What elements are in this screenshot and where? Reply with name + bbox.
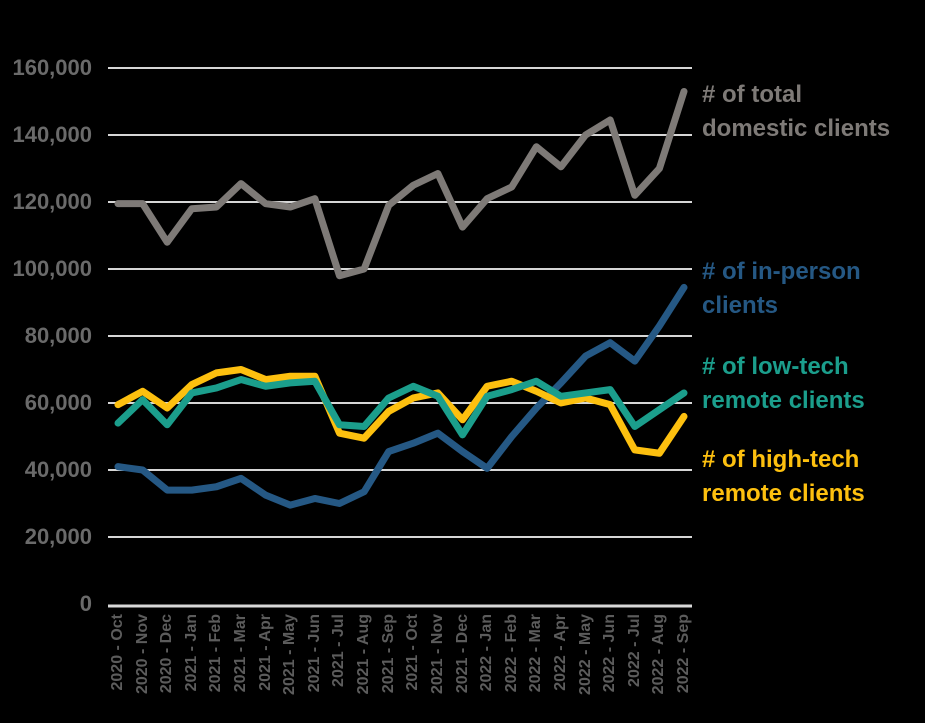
series-label-line: remote clients: [702, 387, 865, 414]
x-axis-tick-label: 2021 - Mar: [232, 614, 250, 719]
x-axis-tick-label-text: 2022 - Feb: [502, 614, 520, 693]
x-axis-tick-label: 2022 - Jan: [478, 614, 496, 719]
y-axis-tick-label: 160,000: [12, 55, 92, 80]
series-label-in-person: # of in-person clients: [702, 255, 922, 323]
x-axis-tick-label-text: 2022 - Jan: [478, 614, 496, 692]
y-axis-tick-label: 0: [79, 591, 92, 616]
series-label-line: clients: [702, 292, 779, 319]
x-axis-tick-label: 2021 - Jan: [183, 614, 201, 719]
x-axis-tick-label-text: 2021 - Aug: [355, 614, 373, 695]
x-axis-tick-label-text: 2022 - Sep: [675, 614, 692, 694]
x-axis-tick-label: 2021 - Feb: [207, 614, 225, 719]
x-axis-tick-label: 2021 - May: [281, 614, 299, 719]
x-axis-tick-label-text: 2020 - Nov: [133, 614, 151, 695]
x-axis-tick-label: 2021 - Jul: [330, 614, 348, 719]
x-axis-tick-label: 2022 - Aug: [650, 614, 668, 719]
x-axis-tick-label-text: 2021 - Dec: [453, 614, 471, 694]
x-axis-tick-label-text: 2022 - Apr: [551, 614, 569, 691]
y-axis-tick-label: 60,000: [24, 390, 92, 415]
series-label-high-tech-remote: # of high-tech remote clients: [702, 443, 922, 511]
x-axis-tick-label: 2021 - Oct: [404, 614, 422, 719]
y-axis-tick-label: 100,000: [12, 256, 92, 281]
x-axis-tick-label: 2022 - Sep: [675, 614, 693, 719]
line-high-tech-remote: [114, 366, 688, 457]
x-axis-tick-label-text: 2021 - Mar: [232, 614, 250, 693]
x-axis-tick-label-text: 2020 - Oct: [109, 614, 126, 691]
x-axis-tick-label-text: 2022 - Mar: [527, 614, 545, 693]
x-axis-tick-label: 2020 - Nov: [134, 614, 152, 719]
series-label-line: domestic clients: [702, 115, 891, 142]
y-axis-tick-label: 120,000: [12, 189, 92, 214]
x-axis-tick-label-text: 2021 - Oct: [404, 614, 422, 691]
x-axis-tick-label: 2022 - Jul: [626, 614, 644, 719]
line-low-tech-remote: [114, 376, 688, 439]
x-axis-tick-label: 2022 - Mar: [527, 614, 545, 719]
series-label-line: # of high-tech: [702, 446, 860, 473]
x-axis-tick-label: 2021 - Jun: [306, 614, 324, 719]
series-label-low-tech-remote: # of low-tech remote clients: [702, 350, 922, 418]
series-label-line: remote clients: [702, 480, 865, 507]
x-axis-tick-label: 2021 - Nov: [429, 614, 447, 719]
x-axis-tick-label-text: 2021 - Jun: [305, 614, 323, 693]
line-total-domestic: [114, 87, 688, 280]
x-axis-tick-label: 2021 - Dec: [454, 614, 472, 719]
x-axis-tick-label: 2021 - Aug: [355, 614, 373, 719]
x-axis-tick-label-text: 2021 - Feb: [207, 614, 225, 693]
x-axis-tick-label-text: 2021 - May: [281, 614, 299, 695]
x-axis-tick-label: 2022 - Jun: [601, 614, 619, 719]
x-axis-tick-label-text: 2022 - Jul: [625, 614, 643, 687]
line-in-person: [114, 283, 688, 509]
x-axis-tick-label: 2021 - Sep: [380, 614, 398, 719]
y-axis-tick-label: 140,000: [12, 122, 92, 147]
x-axis-tick-label-text: 2022 - Jun: [601, 614, 619, 693]
x-axis-tick-label-text: 2021 - Jan: [182, 614, 200, 692]
x-axis-tick-label-text: 2021 - Sep: [379, 614, 397, 694]
y-axis-tick-label: 80,000: [24, 323, 92, 348]
x-axis-tick-label: 2020 - Dec: [158, 614, 176, 719]
x-axis-tick-label-text: 2021 - Apr: [256, 614, 274, 691]
x-axis-tick-label-text: 2022 - Aug: [650, 614, 668, 695]
x-axis-tick-label-text: 2022 - May: [576, 614, 594, 695]
y-axis-tick-label: 20,000: [24, 524, 92, 549]
x-axis-tick-label: 2020 - Oct: [109, 614, 127, 719]
x-axis-tick-label-text: 2020 - Dec: [158, 614, 176, 694]
x-axis-tick-label-text: 2021 - Jul: [330, 614, 348, 687]
y-axis-tick-label: 40,000: [24, 457, 92, 482]
series-label-line: # of low-tech: [702, 353, 849, 380]
series-label-line: # of in-person: [702, 258, 861, 285]
x-axis-tick-label: 2022 - May: [577, 614, 595, 719]
x-axis-tick-label-text: 2021 - Nov: [428, 614, 446, 695]
x-axis-tick-label: 2022 - Apr: [552, 614, 570, 719]
x-axis-tick-label: 2021 - Apr: [257, 614, 275, 719]
series-label-total-domestic: # of total domestic clients: [702, 78, 922, 146]
series-label-line: # of total: [702, 81, 802, 108]
x-axis-tick-label: 2022 - Feb: [503, 614, 521, 719]
